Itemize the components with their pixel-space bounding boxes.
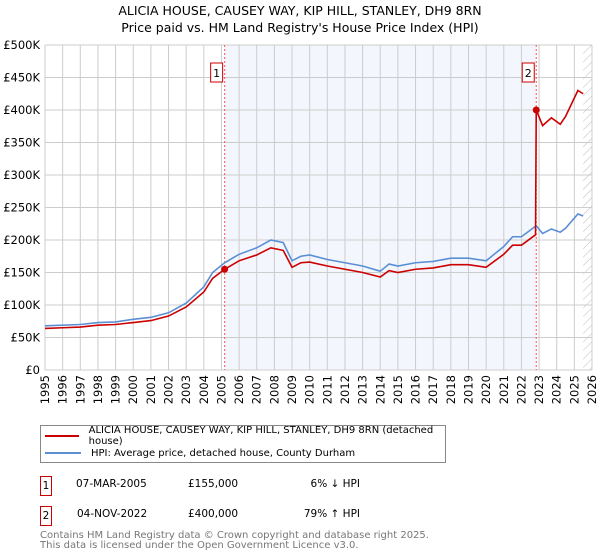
price-chart: 1995 1996 1997 1998 1999 2000 2001 2002 2003 2004… [3, 38, 599, 404]
sale-marker-box [210, 62, 224, 83]
x-tick-label: 2016 [409, 375, 423, 404]
y-tick-label: £50K [11, 331, 41, 345]
transaction-row: 1 07-MAR-2005 £155,000 6% ↓ HPI [40, 476, 440, 496]
x-tick-label: 2026 [585, 375, 599, 404]
x-tick-label: 2024 [550, 375, 564, 404]
transaction-date: 04-NOV-2022 [77, 508, 148, 520]
x-tick-label: 2017 [426, 375, 440, 404]
x-tick-label: 2004 [197, 375, 211, 404]
x-tick-label: 2007 [250, 375, 264, 404]
x-tick-label: 2008 [267, 375, 281, 404]
chart-title: ALICIA HOUSE, CAUSEY WAY, KIP HILL, STAN… [118, 3, 482, 18]
sale-marker-label: 1 [213, 67, 220, 80]
x-tick-label: 2006 [232, 375, 246, 404]
transaction-row: 2 04-NOV-2022 £400,000 79% ↑ HPI [40, 506, 440, 526]
y-tick-label: £400K [3, 103, 40, 117]
x-tick-label: 1999 [109, 375, 123, 404]
x-tick-label: 1997 [73, 375, 87, 404]
x-tick-label: 2014 [373, 375, 387, 404]
transaction-marker: 2 [40, 506, 52, 526]
x-tick-label: 2012 [338, 375, 352, 404]
legend-item-property: ALICIA HOUSE, CAUSEY WAY, KIP HILL, STAN… [45, 425, 445, 447]
footer-line: This data is licensed under the Open Gov… [40, 540, 359, 551]
transaction-hpi: 79% ↑ HPI [303, 508, 360, 520]
x-tick-label: 2002 [162, 375, 176, 404]
hpi-line [44, 213, 584, 327]
y-tick-label: £250K [3, 201, 40, 215]
legend-swatch-blue [45, 452, 81, 454]
x-tick-label: 2005 [214, 375, 228, 404]
x-tick-label: 2018 [444, 375, 458, 404]
x-tick-label: 2009 [285, 375, 299, 404]
property-price-line [44, 89, 584, 330]
x-tick-label: 2019 [461, 375, 475, 404]
transaction-date: 07-MAR-2005 [76, 478, 147, 490]
x-tick-label: 2025 [567, 375, 581, 404]
y-tick-label: £450K [3, 71, 40, 85]
x-tick-label: 1998 [91, 375, 105, 404]
legend-label: ALICIA HOUSE, CAUSEY WAY, KIP HILL, STAN… [88, 425, 434, 447]
transaction-price: £155,000 [188, 478, 239, 490]
chart-subtitle: Price paid vs. HM Land Registry's House … [121, 20, 479, 35]
sale-point [532, 106, 540, 114]
y-tick-label: £150K [3, 266, 40, 280]
x-tick-label: 1996 [56, 375, 70, 404]
legend-label: HPI: Average price, detached house, Coun… [91, 447, 356, 459]
x-tick-label: 2022 [514, 375, 528, 404]
x-tick-label: 2021 [497, 375, 511, 404]
y-tick-label: £100K [3, 298, 40, 312]
legend-swatch-red [45, 435, 79, 437]
x-tick-label: 2023 [532, 375, 546, 404]
y-tick-label: £300K [3, 168, 40, 182]
sale-point [221, 265, 229, 273]
legend: ALICIA HOUSE, CAUSEY WAY, KIP HILL, STAN… [40, 425, 446, 463]
transaction-hpi: 6% ↓ HPI [310, 478, 360, 490]
y-tick-label: £500K [3, 38, 40, 52]
x-tick-label: 2001 [144, 375, 158, 404]
x-tick-label: 1995 [38, 375, 52, 404]
legend-item-hpi: HPI: Average price, detached house, Coun… [45, 445, 355, 461]
x-tick-label: 2015 [391, 375, 405, 404]
x-tick-label: 2010 [303, 375, 317, 404]
y-tick-label: £350K [3, 136, 40, 150]
sale-marker-label: 2 [525, 67, 532, 80]
transaction-price: £400,000 [188, 508, 239, 520]
x-tick-label: 2020 [479, 375, 493, 404]
transaction-marker: 1 [40, 476, 52, 496]
x-tick-label: 2000 [126, 375, 140, 404]
sale-marker-box [521, 62, 535, 83]
footer: Contains HM Land Registry data © Crown c… [40, 531, 429, 551]
x-tick-label: 2013 [356, 375, 370, 404]
footer-line: Contains HM Land Registry data © Crown c… [40, 530, 429, 541]
x-tick-label: 2011 [320, 375, 334, 404]
y-tick-label: £0 [25, 363, 40, 377]
y-tick-label: £200K [3, 233, 40, 247]
x-tick-label: 2003 [179, 375, 193, 404]
